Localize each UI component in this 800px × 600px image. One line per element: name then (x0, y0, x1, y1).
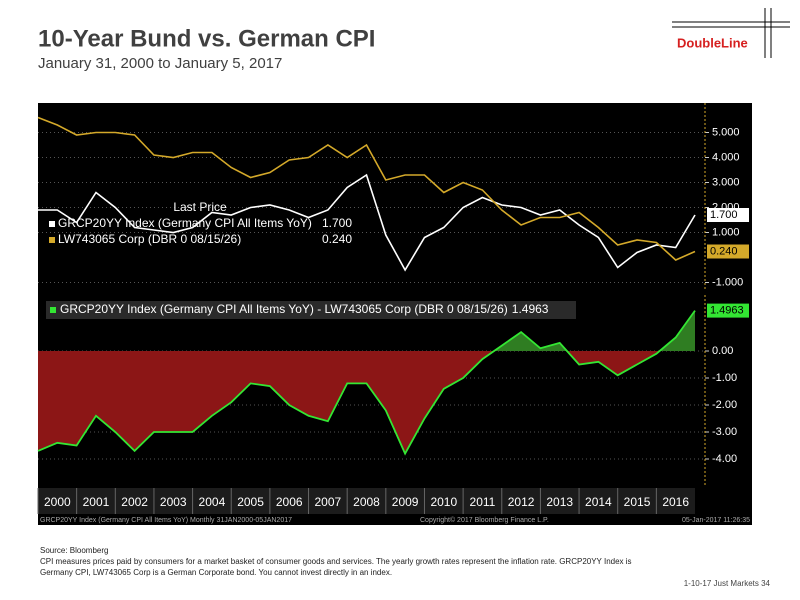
last-value-label: 0.240 (710, 245, 738, 257)
x-tick-label: 2015 (624, 495, 651, 509)
legend-label: LW743065 Corp (DBR 0 08/15/26) (58, 232, 241, 246)
page-number: 1-10-17 Just Markets 34 (684, 579, 771, 588)
bbg-footer-center: Copyright© 2017 Bloomberg Finance L.P. (420, 516, 549, 524)
legend-last-price: 1.700 (322, 216, 352, 230)
legend-last-price: 0.240 (322, 232, 352, 246)
y-tick-label: -1.000 (712, 276, 743, 288)
line-series (37, 310, 696, 456)
x-tick-label: 2012 (508, 495, 535, 509)
y-tick-label: 4.000 (712, 151, 740, 163)
x-tick-label: 2000 (44, 495, 71, 509)
subtitle: January 31, 2000 to January 5, 2017 (38, 55, 282, 72)
legend-last-price: 1.4963 (512, 302, 549, 316)
legend-label: GRCP20YY Index (Germany CPI All Items Yo… (58, 216, 312, 230)
x-tick-label: 2002 (121, 495, 148, 509)
legend-label: GRCP20YY Index (Germany CPI All Items Yo… (60, 302, 508, 316)
last-value-label: 1.700 (710, 209, 738, 221)
x-tick-label: 2007 (315, 495, 342, 509)
x-tick-label: 2013 (546, 495, 573, 509)
x-tick-label: 2016 (662, 495, 689, 509)
y-tick-label: 1.000 (712, 226, 740, 238)
logo-text: DoubleLine (677, 35, 748, 50)
last-value-box (707, 244, 749, 259)
line-series (37, 116, 696, 261)
y-tick-label: -2.00 (712, 399, 737, 411)
area-negative (38, 351, 695, 454)
bbg-footer-right: 05-Jan-2017 11:26:35 (682, 517, 750, 524)
x-tick-label: 2014 (585, 495, 612, 509)
last-value-box (707, 208, 749, 222)
x-tick-label: 2009 (392, 495, 419, 509)
title: 10-Year Bund vs. German CPI (38, 25, 375, 52)
x-tick-label: 2006 (276, 495, 303, 509)
x-tick-label: 2004 (199, 495, 226, 509)
x-tick-label: 2008 (353, 495, 380, 509)
last-value-box (707, 303, 749, 318)
x-tick-label: 2010 (430, 495, 457, 509)
y-tick-label: 0.00 (712, 345, 733, 357)
y-tick-label: 5.000 (712, 126, 740, 138)
x-tick-label: 2005 (237, 495, 264, 509)
logo: DoubleLine (672, 8, 790, 58)
x-tick-label: 2003 (160, 495, 187, 509)
y-tick-label: -4.00 (712, 453, 737, 465)
legend-swatch (49, 221, 55, 227)
bbg-footer-left: GRCP20YY Index (Germany CPI All Items Yo… (40, 517, 292, 524)
legend-swatch (50, 307, 56, 313)
y-tick-label: 3.000 (712, 176, 740, 188)
y-tick-label: -3.00 (712, 426, 737, 438)
year-strip (38, 488, 695, 514)
y-tick-label: -1.00 (712, 372, 737, 384)
last-value-label: 1.4963 (710, 305, 744, 317)
x-tick-label: 2001 (83, 495, 110, 509)
note-source: Source: Bloomberg (40, 546, 108, 555)
legend-title: Last Price (173, 200, 227, 214)
note-line: Germany CPI, LW743065 Corp is a German C… (40, 568, 392, 577)
legend-swatch (49, 237, 55, 243)
note-line: CPI measures prices paid by consumers fo… (40, 557, 632, 566)
line-series (38, 173, 696, 272)
legend-bg (46, 301, 576, 319)
x-tick-label: 2011 (470, 495, 496, 509)
